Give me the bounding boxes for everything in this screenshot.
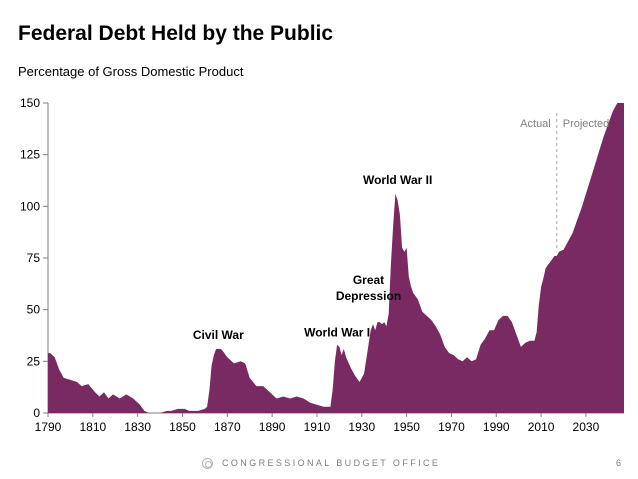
projected-label: Projected [563, 118, 609, 130]
x-tick-label: 2030 [573, 420, 600, 434]
y-axis: 0 25 50 75 100 125 150 [20, 96, 49, 420]
annotation-great-depression: Great Depression [336, 273, 401, 303]
x-tick-label: 1850 [169, 420, 196, 434]
x-tick-label: 1810 [79, 420, 106, 434]
footer-org-name: CONGRESSIONAL BUDGET OFFICE [222, 458, 441, 468]
annotation-civil-war: Civil War [193, 328, 244, 342]
footer: CONGRESSIONAL BUDGET OFFICE 6 [0, 458, 638, 474]
x-tick-label: 1830 [124, 420, 151, 434]
annotations: Civil War World War I Great Depression World… [193, 173, 432, 342]
page-number: 6 [616, 458, 622, 468]
y-tick-label: 75 [27, 251, 41, 265]
y-tick-label: 50 [27, 303, 41, 317]
annotation-world-war-ii: World War II [363, 173, 432, 187]
actual-label: Actual [520, 118, 551, 130]
y-tick-label: 0 [33, 406, 40, 420]
x-tick-label: 1950 [393, 420, 420, 434]
x-tick-label: 1890 [259, 420, 286, 434]
x-tick-label: 1790 [35, 420, 62, 434]
annotation-world-war-i: World War I [304, 326, 370, 340]
x-tick-label: 1990 [483, 420, 510, 434]
y-tick-label: 25 [27, 354, 41, 368]
chart-title: Federal Debt Held by the Public [18, 22, 334, 45]
x-tick-label: 1970 [438, 420, 465, 434]
y-tick-label: 150 [20, 96, 40, 110]
y-tick-label: 100 [20, 199, 40, 213]
y-tick-label: 125 [20, 148, 40, 162]
x-tick-label: 1930 [348, 420, 375, 434]
chart-subtitle: Percentage of Gross Domestic Product [18, 64, 244, 79]
x-axis: 1790 1810 1830 1850 1870 1890 1910 1930 1950 1970… [35, 412, 624, 434]
actual-projected-divider: Actual Projected [520, 113, 609, 252]
x-tick-label: 2010 [528, 420, 555, 434]
x-tick-label: 1870 [214, 420, 241, 434]
cbo-logo-icon [202, 458, 213, 469]
x-tick-label: 1910 [304, 420, 331, 434]
debt-area-series [48, 103, 624, 413]
